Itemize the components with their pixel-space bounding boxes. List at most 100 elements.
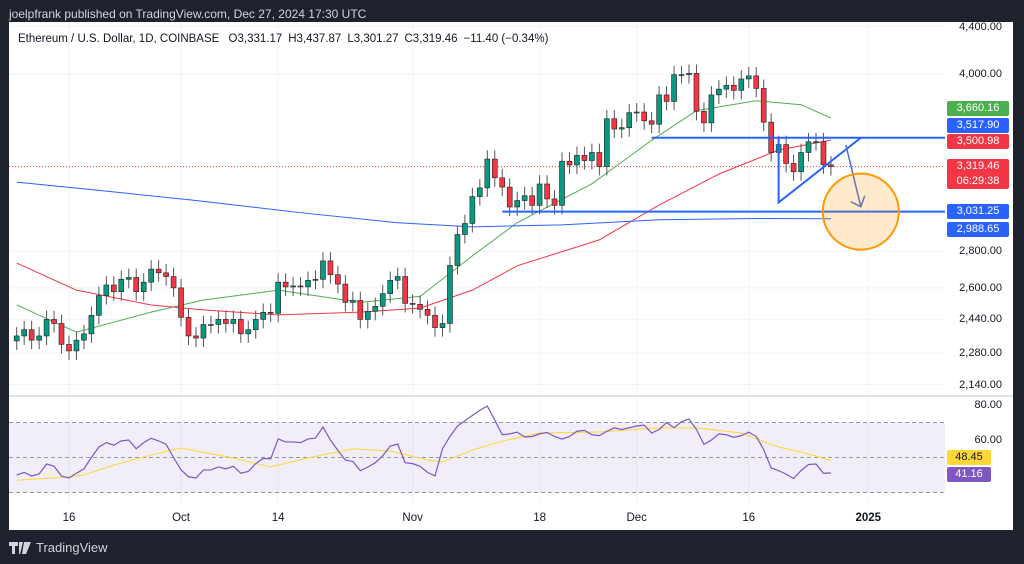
candle-body-up xyxy=(618,127,625,130)
candle-body-down xyxy=(551,198,558,206)
candle-body-down xyxy=(178,287,184,318)
candle-body-up xyxy=(559,160,565,206)
candle xyxy=(148,260,154,292)
candle-body-down xyxy=(417,304,423,310)
candle xyxy=(506,178,513,216)
candle xyxy=(200,315,207,348)
countdown-timer: 06:29:38 xyxy=(956,175,1000,188)
date-tick-label: 14 xyxy=(271,512,285,524)
date-tick-label: 18 xyxy=(533,512,546,524)
price-badge-value: 3,031.25 xyxy=(956,205,1000,218)
candle xyxy=(118,270,125,301)
candle-body-down xyxy=(223,319,229,324)
candle-body-up xyxy=(708,94,715,124)
candle xyxy=(760,79,767,132)
candle-body-up xyxy=(320,260,326,280)
price-tick-label: 2,600.00 xyxy=(959,281,1002,294)
tradingview-logo[interactable]: TradingView xyxy=(9,540,108,555)
price-tick-label: 2,440.00 xyxy=(959,313,1002,326)
candle xyxy=(305,271,311,296)
logo-text: TradingView xyxy=(36,540,108,555)
candle xyxy=(521,186,528,210)
chart-panel[interactable] xyxy=(9,22,1013,530)
candle xyxy=(364,302,371,329)
candle xyxy=(499,168,506,197)
candle-body-up xyxy=(13,335,20,342)
candle xyxy=(43,310,50,345)
ma-long-line xyxy=(16,181,831,228)
candle-body-down xyxy=(409,303,416,305)
candle xyxy=(103,276,110,305)
rsi-pane xyxy=(9,405,945,493)
date-tick-label: 2025 xyxy=(855,512,882,524)
candle-body-up xyxy=(745,75,752,80)
candle-body-down xyxy=(402,276,408,304)
price-badge: 3,660.16 xyxy=(947,101,1009,116)
candle-body-up xyxy=(521,195,528,201)
candle-body-down xyxy=(753,75,760,89)
legend-change: −11.40 (−0.34%) xyxy=(463,33,549,45)
candle xyxy=(432,306,438,337)
candle-body-down xyxy=(432,315,438,328)
candle-body-up xyxy=(678,74,685,76)
candle-body-down xyxy=(693,73,700,112)
candle-body-down xyxy=(170,276,177,289)
candle xyxy=(387,271,394,303)
candle xyxy=(745,66,752,88)
candle xyxy=(21,320,27,345)
candle-body-down xyxy=(611,118,618,130)
candle xyxy=(140,273,147,301)
candle-body-up xyxy=(364,311,371,320)
candle-body-up xyxy=(215,319,222,325)
candle-body-up xyxy=(140,281,147,292)
price-tick-label: 2,280.00 xyxy=(959,347,1002,360)
date-tick-label: 16 xyxy=(62,512,76,524)
candle-body-up xyxy=(469,196,476,224)
candle-body-down xyxy=(51,319,57,324)
candle-body-down xyxy=(238,319,244,335)
candle xyxy=(813,132,819,151)
candle xyxy=(320,252,326,289)
candle xyxy=(462,214,468,244)
candle-body-up xyxy=(716,88,722,96)
candle xyxy=(193,327,199,348)
candle xyxy=(208,315,214,334)
candle xyxy=(297,277,304,296)
candle xyxy=(589,143,595,170)
candle-body-up xyxy=(454,234,461,266)
candle xyxy=(245,320,252,343)
candle-body-up xyxy=(686,73,692,75)
candle-body-up xyxy=(477,187,483,197)
candle-body-up xyxy=(394,276,401,281)
candle xyxy=(312,270,319,290)
candle-body-up xyxy=(43,319,50,337)
legend-high: H3,437.87 xyxy=(288,33,342,45)
price-badge-value: 3,517.90 xyxy=(956,119,1000,131)
candle xyxy=(230,310,237,333)
candle xyxy=(13,327,20,350)
candle-body-down xyxy=(701,111,707,124)
candle xyxy=(252,310,259,339)
candle-body-down xyxy=(581,155,588,161)
candle-body-up xyxy=(805,141,812,153)
price-badge: 3,500.98 xyxy=(947,134,1009,149)
candle xyxy=(701,102,707,132)
candle-body-up xyxy=(21,329,27,337)
candle xyxy=(790,154,797,181)
candle-body-up xyxy=(305,279,311,288)
candle-body-down xyxy=(185,317,192,337)
candle xyxy=(357,291,364,329)
candle-body-down xyxy=(342,283,349,303)
publish-line: joelpfrank published on TradingView.com,… xyxy=(9,7,367,21)
rsi-tick-label: 80.00 xyxy=(974,399,1002,411)
candle-body-up xyxy=(462,223,468,235)
candle-body-up xyxy=(275,281,281,314)
candle xyxy=(36,327,42,350)
candle-body-up xyxy=(379,293,386,307)
candle xyxy=(372,297,379,321)
symbol-name[interactable]: Ethereum / U.S. Dollar, 1D, COINBASE xyxy=(18,33,220,45)
candle xyxy=(544,175,550,208)
candle xyxy=(529,186,535,215)
candle-body-down xyxy=(28,329,35,341)
